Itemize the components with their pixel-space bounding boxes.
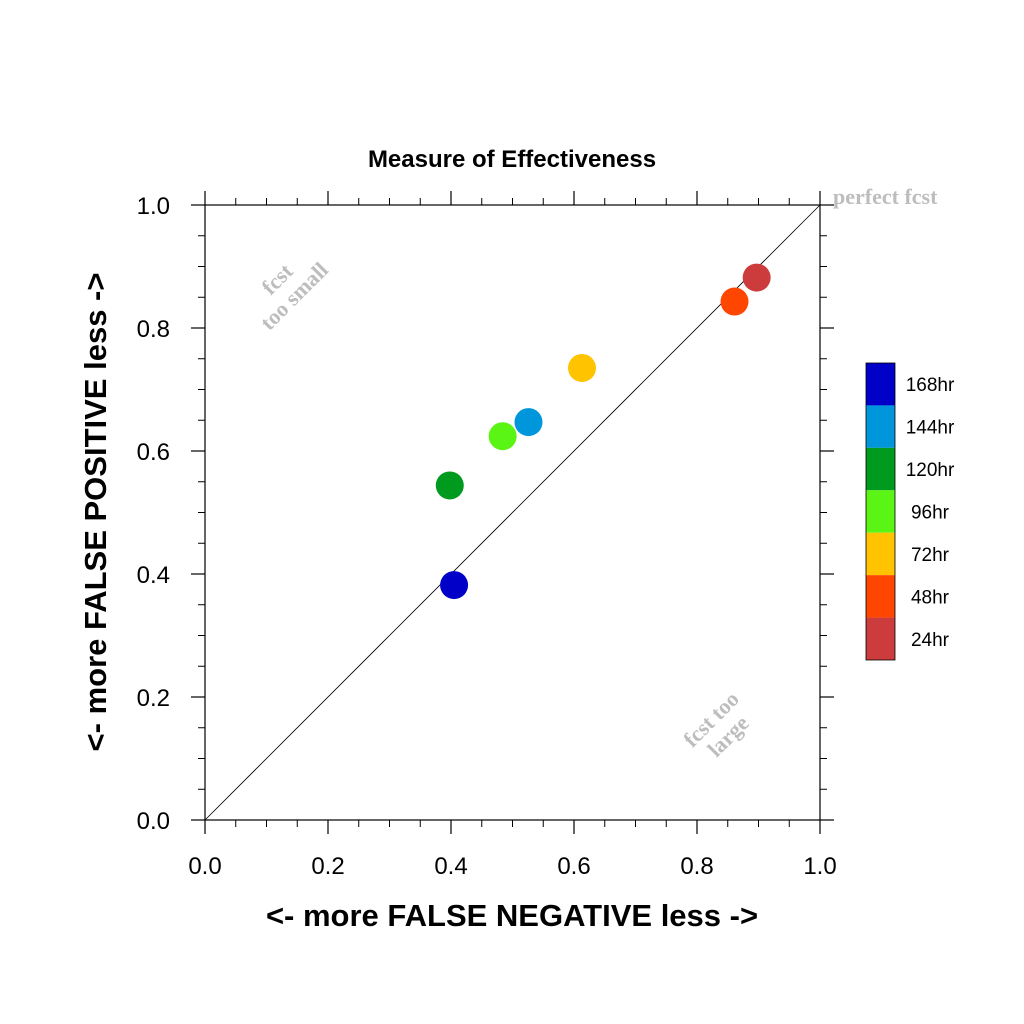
point-120hr [435, 471, 464, 500]
legend-label-168hr: 168hr [906, 375, 955, 396]
y-tick-label: 0.6 [137, 439, 170, 466]
point-48hr [720, 287, 749, 316]
y-tick-label: 0.2 [137, 685, 170, 712]
perfect-forecast-line [204, 204, 821, 821]
legend-label-72hr: 72hr [911, 545, 950, 566]
y-tick-label: 0.4 [137, 562, 170, 589]
legend-swatch-72hr [866, 532, 895, 576]
annotation-fcst-too-small: fcst too small [255, 257, 333, 335]
y-tick-labels: 0.0 0.2 0.4 0.6 0.8 1.0 [137, 193, 170, 835]
legend-swatch-96hr [866, 490, 895, 533]
legend-swatch-144hr [866, 405, 895, 448]
point-24hr [742, 263, 771, 292]
x-tick-label: 0.4 [434, 853, 467, 880]
legend-label-24hr: 24hr [911, 630, 950, 651]
x-axis-label: <- more FALSE NEGATIVE less -> [266, 898, 758, 933]
point-168hr [440, 571, 469, 600]
legend-label-96hr: 96hr [911, 503, 950, 524]
y-axis-label: <- more FALSE POSITIVE less -> [78, 273, 113, 752]
legend-swatch-24hr [866, 617, 895, 660]
legend-border [865, 362, 896, 661]
legend-label-120hr: 120hr [906, 460, 955, 481]
legend-label-144hr: 144hr [906, 418, 955, 439]
x-tick-label: 0.6 [557, 853, 590, 880]
x-tick-labels: 0.0 0.2 0.4 0.6 0.8 1.0 [188, 853, 836, 880]
legend-swatch-168hr [866, 363, 895, 406]
point-144hr [514, 408, 543, 437]
x-tick-label: 0.0 [188, 853, 221, 880]
legend-swatch-48hr [866, 575, 895, 618]
x-tick-label: 1.0 [803, 853, 836, 880]
chart-title: Measure of Effectiveness [368, 146, 656, 173]
point-72hr [567, 353, 596, 382]
annotation-perfect-fcst: perfect fcst [833, 184, 938, 209]
legend-swatch-120hr [866, 447, 895, 491]
y-tick-label: 1.0 [137, 193, 170, 220]
legend-label-48hr: 48hr [911, 587, 950, 608]
legend: 168hr 144hr 120hr 96hr 72hr 48hr 24hr [865, 362, 955, 661]
tick-marks [191, 191, 834, 834]
data-points [435, 263, 771, 600]
x-tick-label: 0.2 [311, 853, 344, 880]
y-tick-label: 0.8 [137, 316, 170, 343]
annotation-small-line2: too small [255, 257, 333, 335]
annotation-fcst-too-large: fcst too large [678, 686, 754, 761]
x-tick-label: 0.8 [680, 853, 713, 880]
point-96hr [488, 422, 517, 451]
y-tick-label: 0.0 [137, 808, 170, 835]
